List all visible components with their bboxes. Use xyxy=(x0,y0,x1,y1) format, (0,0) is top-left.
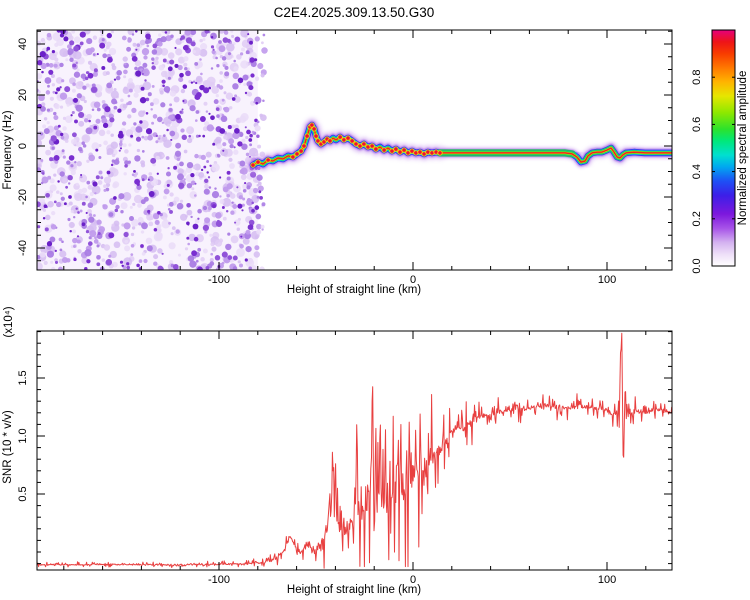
snr-curve xyxy=(37,332,672,569)
snr-x-axis-title: Height of straight line (km) xyxy=(287,584,421,596)
tick-label: 100 xyxy=(598,274,616,286)
tick-label: 100 xyxy=(598,574,616,586)
tick-label: -100 xyxy=(208,574,230,586)
spectrogram-signal-trace xyxy=(245,97,672,197)
spectrogram-y-axis-title: Frequency (Hz) xyxy=(2,110,14,189)
tick-label: -20 xyxy=(17,189,29,205)
snr-frame xyxy=(36,330,673,571)
spectrogram-noise-field xyxy=(37,30,268,270)
snr-y-axis-scale: (x10⁴) xyxy=(3,306,15,337)
tick-label: 20 xyxy=(17,89,29,101)
tick-label: 0 xyxy=(17,143,29,149)
tick-label: 40 xyxy=(17,38,29,50)
spectrogram-tick-labels: -100 0 100 -40 -20 0 20 40 xyxy=(17,38,616,286)
tick-label: 0.5 xyxy=(17,486,29,501)
tick-label: 0.0 xyxy=(691,258,703,273)
tick-label: -100 xyxy=(208,274,230,286)
spectrogram-ticks xyxy=(37,30,672,270)
colorbar-frame xyxy=(711,29,736,267)
spectrogram-panel: -100 0 100 -40 -20 0 20 40 Height of straight l… xyxy=(2,29,673,296)
tick-label: 1.5 xyxy=(17,370,29,385)
tick-label: 0 xyxy=(410,574,416,586)
tick-label: 1.0 xyxy=(17,428,29,443)
spectrogram-x-axis-title: Height of straight line (km) xyxy=(287,284,421,296)
spectrogram-frame xyxy=(36,29,673,271)
snr-y-axis-title: SNR (10 * v/v) xyxy=(2,410,14,484)
tick-label: 0.8 xyxy=(691,70,703,85)
snr-panel: -100 0 100 0.5 1.0 1.5 Height of straight lin… xyxy=(2,306,673,596)
colorbar-ticks xyxy=(712,29,735,267)
colorbar: 0.0 0.2 0.4 0.6 0.8 Normalized spectral ampl… xyxy=(691,29,749,274)
snr-ticks xyxy=(37,331,672,570)
colorbar-title: Normalized spectral amplitude xyxy=(737,71,749,226)
figure-title: C2E4.2025.309.13.50.G30 xyxy=(274,5,435,20)
tick-label: 0 xyxy=(410,274,416,286)
colorbar-gradient xyxy=(712,30,735,266)
snr-tick-labels: -100 0 100 0.5 1.0 1.5 xyxy=(17,370,616,586)
tick-label: -40 xyxy=(17,240,29,256)
colorbar-tick-labels: 0.0 0.2 0.4 0.6 0.8 xyxy=(691,70,703,274)
tick-label: 0.6 xyxy=(691,117,703,132)
tick-label: 0.4 xyxy=(691,164,703,179)
tick-label: 0.2 xyxy=(691,211,703,226)
